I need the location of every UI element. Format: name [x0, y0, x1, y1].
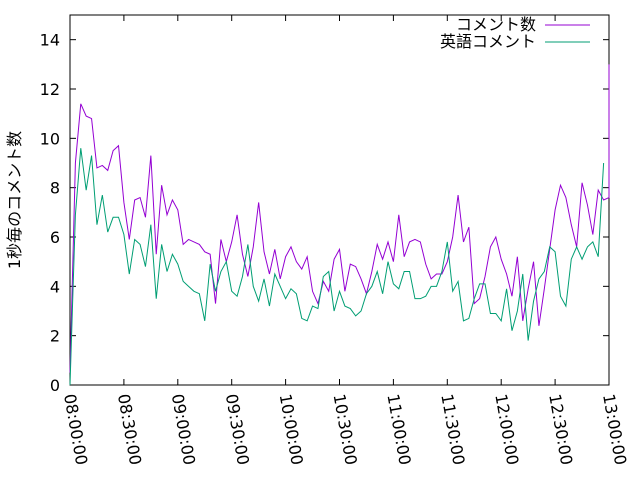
x-tick-label: 12:30:00	[545, 392, 576, 466]
x-axis-ticks: 08:00:00 08:30:00 09:00:00 09:30:00 10:00:00…	[60, 15, 630, 466]
y-axis-ticks: 0 2 4 6 8 10 12 14	[40, 31, 609, 395]
x-tick-label: 08:00:00	[60, 392, 91, 466]
x-tick-label: 08:30:00	[114, 392, 145, 466]
x-tick-label: 09:30:00	[222, 392, 253, 466]
series-layer	[69, 64, 610, 386]
series-line-2	[69, 148, 605, 386]
y-tick-label: 12	[40, 80, 60, 99]
x-tick-label: 13:00:00	[599, 392, 630, 466]
y-tick-label: 10	[40, 129, 60, 148]
x-tick-label: 09:00:00	[168, 392, 199, 466]
x-tick-label: 10:00:00	[276, 392, 307, 466]
plot-frame	[69, 14, 610, 386]
x-tick-label: 11:00:00	[383, 392, 414, 466]
y-tick-label: 2	[50, 327, 60, 346]
y-tick-label: 6	[50, 228, 60, 247]
x-tick-label: 12:00:00	[491, 392, 522, 466]
legend-label-series-2: 英語コメント	[440, 32, 536, 51]
y-tick-label: 8	[50, 179, 60, 198]
x-tick-label: 10:30:00	[330, 392, 361, 466]
y-axis-label: 1秒毎のコメント数	[5, 131, 24, 269]
y-tick-label: 4	[50, 277, 60, 296]
y-tick-label: 14	[40, 31, 60, 50]
legend-label-series-1: コメント数	[456, 15, 536, 34]
series-line-1	[69, 64, 610, 373]
x-tick-label: 11:30:00	[437, 392, 468, 466]
legend: コメント数 英語コメント	[440, 15, 590, 51]
y-tick-label: 0	[50, 376, 60, 395]
